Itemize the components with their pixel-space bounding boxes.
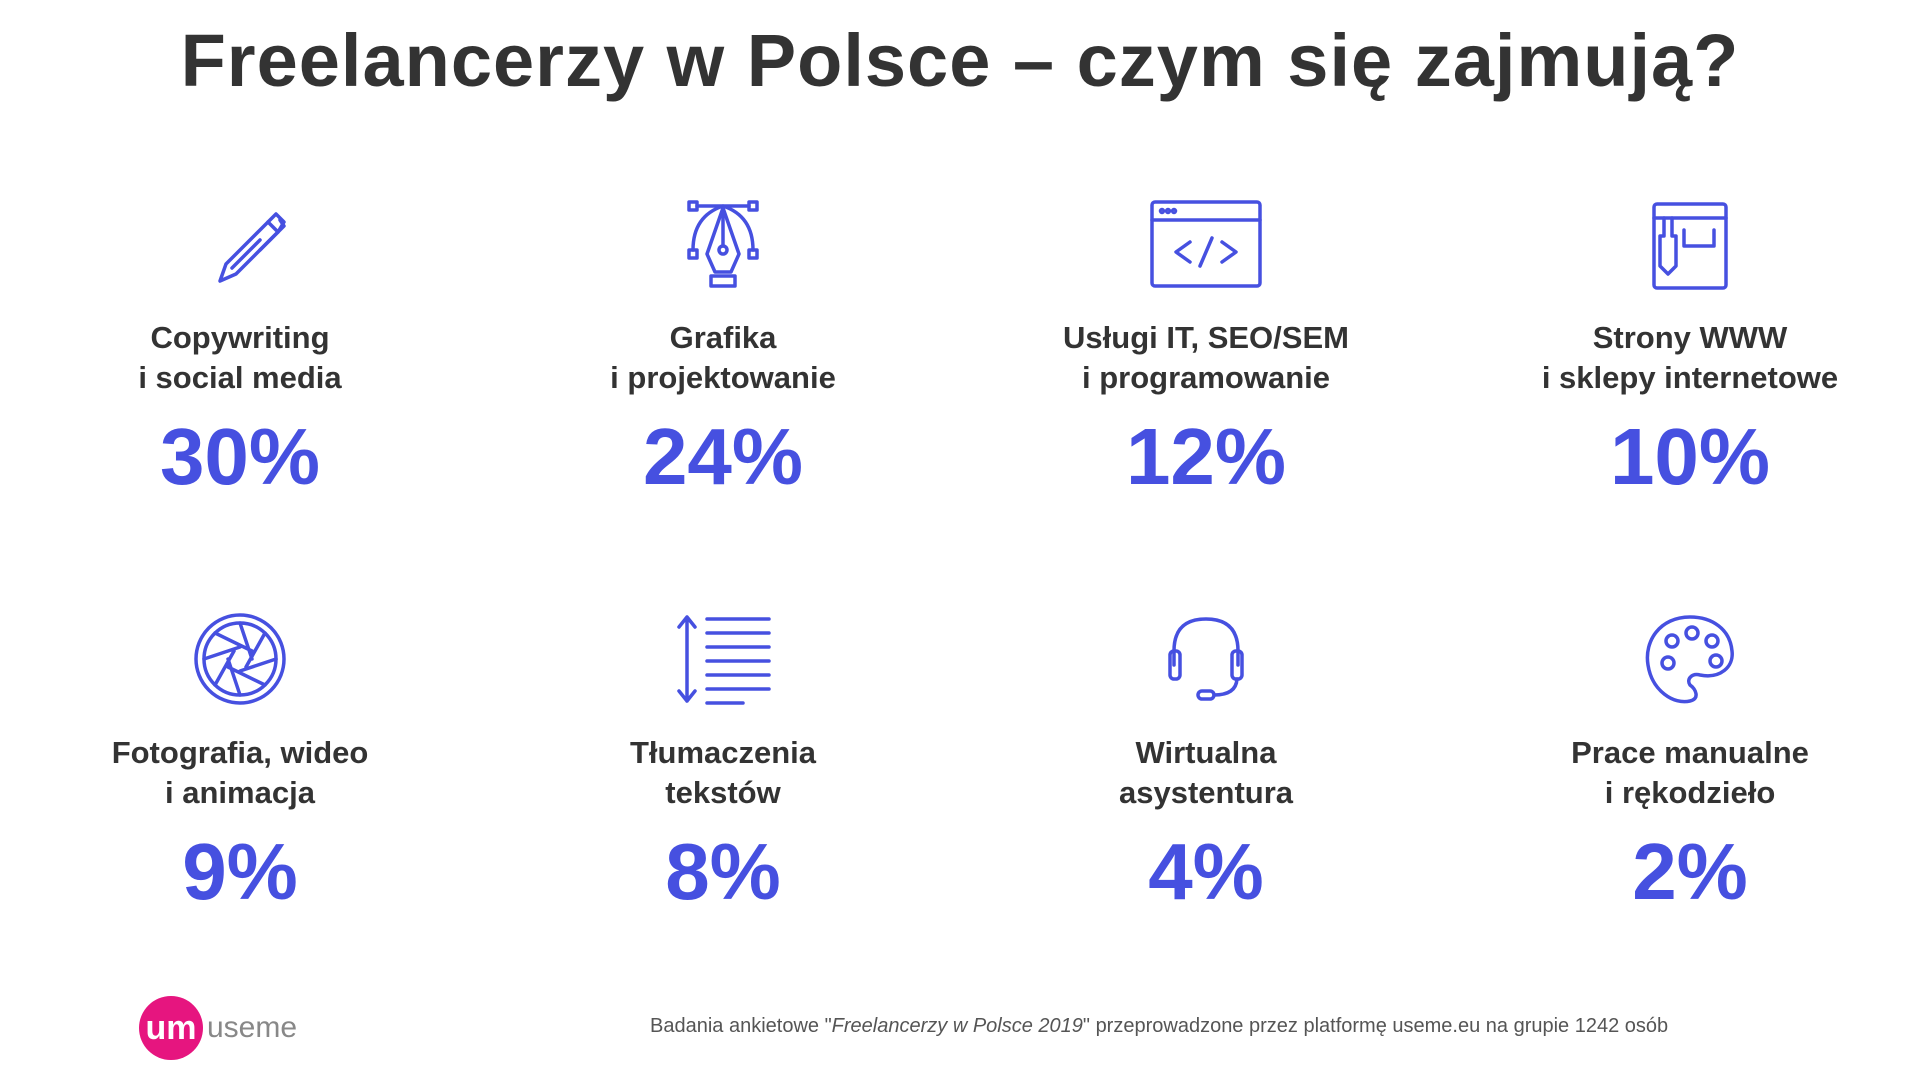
useme-logo: um useme — [139, 996, 297, 1060]
category-percent: 12% — [1125, 412, 1287, 501]
category-label-line2: i projektowanie — [610, 360, 836, 395]
page-title: Freelancerzy w Polsce – czym się zajmują… — [180, 19, 1740, 102]
footer-survey-name: Freelancerzy w Polsce 2019 — [831, 1015, 1083, 1037]
category-label-line1: Grafika — [669, 320, 777, 355]
logo-word: useme — [207, 1011, 298, 1044]
category-percent: 24% — [642, 412, 804, 501]
category-percent: 10% — [1609, 412, 1771, 501]
category-card: Grafika i projektowanie 24% — [503, 196, 943, 502]
category-label: Fotografia, wideo i animacja — [20, 733, 460, 813]
category-card: Usługi IT, SEO/SEM i programowanie 12% — [986, 196, 1426, 502]
category-label-line2: i social media — [138, 360, 342, 395]
category-percent: 8% — [665, 827, 781, 916]
category-label: Prace manualne i rękodzieło — [1470, 733, 1910, 813]
pen-tool-icon — [503, 196, 943, 292]
code-window-icon — [986, 196, 1426, 292]
category-label-line2: i rękodzieło — [1604, 775, 1776, 810]
category-label-line1: Usługi IT, SEO/SEM — [1063, 320, 1349, 355]
category-label-line1: Strony WWW — [1592, 320, 1788, 355]
aperture-icon — [20, 611, 460, 707]
category-label-line2: i sklepy internetowe — [1541, 360, 1839, 395]
category-label-line2: tekstów — [665, 775, 781, 810]
category-label: Strony WWW i sklepy internetowe — [1470, 318, 1910, 398]
category-card: Copywriting i social media 30% — [20, 196, 460, 502]
category-percent: 9% — [182, 827, 298, 916]
shopping-bag-icon — [1470, 196, 1910, 292]
category-label-line2: i programowanie — [1081, 360, 1331, 395]
category-label: Wirtualna asystentura — [986, 733, 1426, 813]
pen-icon — [20, 196, 460, 292]
text-lines-icon — [503, 611, 943, 707]
category-card: Fotografia, wideo i animacja 9% — [20, 611, 460, 917]
footer-text-end: " przeprowadzone przez platformę useme.e… — [1082, 1015, 1669, 1037]
category-label-line1: Tłumaczenia — [629, 735, 817, 770]
category-label-line1: Prace manualne — [1571, 735, 1809, 770]
headset-icon — [986, 611, 1426, 707]
category-percent: 30% — [159, 412, 321, 501]
category-card: Tłumaczenia tekstów 8% — [503, 611, 943, 917]
category-label: Tłumaczenia tekstów — [503, 733, 943, 813]
category-percent: 2% — [1632, 827, 1748, 916]
category-card: Prace manualne i rękodzieło 2% — [1470, 611, 1910, 917]
category-label-line1: Copywriting — [150, 320, 330, 355]
category-card: Strony WWW i sklepy internetowe 10% — [1470, 196, 1910, 502]
category-card: Wirtualna asystentura 4% — [986, 611, 1426, 917]
category-percent: 4% — [1148, 827, 1264, 916]
category-label: Copywriting i social media — [20, 318, 460, 398]
category-label: Grafika i projektowanie — [503, 318, 943, 398]
footer-note: Badania ankietowe "Freelancerzy w Polsce… — [650, 1015, 1750, 1038]
footer-text: Badania ankietowe " — [650, 1015, 832, 1037]
category-label-line1: Wirtualna — [1135, 735, 1277, 770]
category-label-line2: i animacja — [165, 775, 315, 810]
logo-mark: um — [139, 996, 203, 1060]
category-label-line2: asystentura — [1118, 775, 1294, 810]
category-label: Usługi IT, SEO/SEM i programowanie — [986, 318, 1426, 398]
palette-icon — [1470, 611, 1910, 707]
category-label-line1: Fotografia, wideo — [111, 735, 369, 770]
